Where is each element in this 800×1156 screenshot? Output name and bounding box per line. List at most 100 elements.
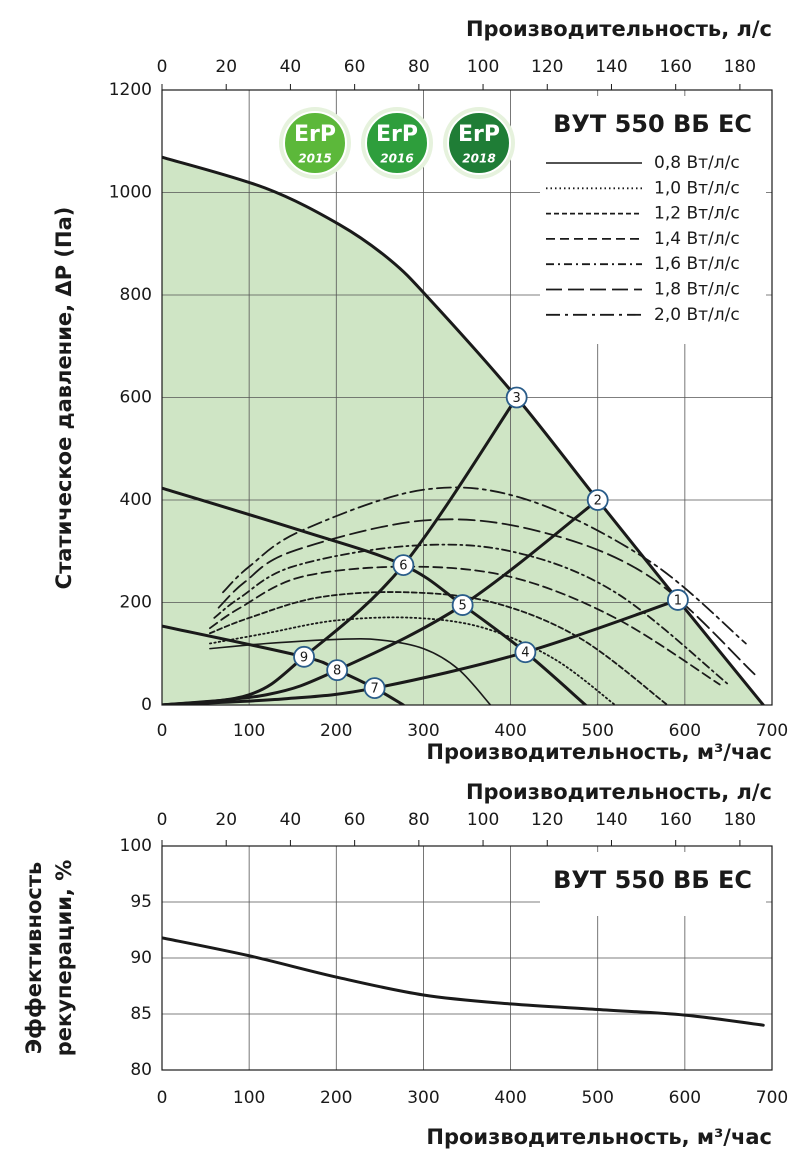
curve (209, 591, 669, 705)
curve (162, 936, 765, 1027)
curve (209, 638, 492, 705)
y-tick-label: 95 (130, 892, 152, 912)
y-tick-label: 90 (130, 948, 152, 968)
point-label: 8 (333, 664, 341, 679)
legend-label: 1,2 Вт/л/с (654, 204, 740, 224)
x2-tick-label: 40 (280, 810, 302, 830)
legend-label: 1,0 Вт/л/с (654, 178, 740, 198)
chart-title: ВУТ 550 ВБ ЕС (553, 866, 752, 894)
x-tick-label: 700 (756, 721, 788, 741)
operating-point (666, 589, 689, 611)
x-tick-label: 0 (157, 1088, 168, 1108)
curve (162, 155, 765, 705)
x-tick-label: 100 (233, 1088, 265, 1108)
curve (162, 498, 600, 705)
x2-tick-label: 60 (344, 810, 366, 830)
x-tick-label: 400 (494, 721, 526, 741)
x-axis-title: Производительность, м³/час (426, 1125, 772, 1149)
x-tick-label: 500 (581, 721, 613, 741)
y-tick-label: 1200 (109, 80, 152, 100)
x2-tick-label: 100 (467, 810, 499, 830)
operating-point (363, 677, 386, 699)
curve (222, 486, 747, 645)
point-label: 1 (674, 593, 682, 608)
y-axis-title: Статическое давление, ΔP (Па) (52, 207, 76, 590)
x2-tick-label: 120 (531, 810, 563, 830)
operating-point (505, 386, 528, 409)
y-tick-label: 0 (141, 695, 152, 715)
badge (283, 111, 347, 175)
legend-box (540, 96, 766, 344)
curve (217, 518, 756, 676)
badge-year: 2018 (462, 152, 495, 166)
point-label: 7 (370, 682, 378, 697)
legend-label: 2,0 Вт/л/с (654, 305, 740, 325)
operating-point (586, 489, 609, 511)
x2-axis-title: Производительность, л/с (466, 780, 772, 804)
x2-tick-label: 80 (408, 57, 430, 77)
x-tick-label: 200 (320, 721, 352, 741)
y-tick-label: 80 (130, 1060, 152, 1080)
x2-tick-label: 0 (157, 810, 168, 830)
operating-point (392, 554, 415, 576)
x-tick-label: 300 (407, 1088, 439, 1108)
x2-tick-label: 180 (724, 57, 756, 77)
x2-tick-label: 20 (215, 810, 237, 830)
x-tick-label: 200 (320, 1088, 352, 1108)
legend-label: 1,6 Вт/л/с (654, 254, 740, 274)
y-tick-label: 800 (120, 285, 152, 305)
x-axis-title: Производительность, м³/час (426, 740, 772, 764)
y-tick-label: 600 (120, 388, 152, 408)
x-tick-label: 0 (157, 721, 168, 741)
x-tick-label: 600 (669, 721, 701, 741)
plot-frame (161, 89, 773, 706)
point-label: 3 (513, 391, 521, 406)
x-tick-label: 100 (233, 721, 265, 741)
operating-point (293, 645, 315, 668)
operating-point (326, 659, 349, 682)
x2-tick-label: 0 (157, 57, 168, 77)
operating-point (451, 594, 474, 616)
x2-tick-label: 140 (595, 810, 627, 830)
curve (209, 616, 617, 705)
y-tick-label: 85 (130, 1004, 152, 1024)
curve (209, 565, 721, 686)
point-label: 2 (594, 494, 602, 509)
x2-tick-label: 80 (408, 810, 430, 830)
operating-point (514, 641, 537, 664)
x-tick-label: 600 (669, 1088, 701, 1108)
x2-tick-label: 180 (724, 810, 756, 830)
x2-tick-label: 20 (215, 57, 237, 77)
x-tick-label: 300 (407, 721, 439, 741)
y-tick-label: 400 (120, 490, 152, 510)
x-tick-label: 700 (756, 1088, 788, 1108)
x2-tick-label: 140 (595, 57, 627, 77)
x2-tick-label: 160 (659, 810, 691, 830)
badge (447, 111, 511, 175)
badge-year: 2016 (380, 152, 413, 166)
legend-label: 1,4 Вт/л/с (654, 229, 740, 249)
x2-tick-label: 160 (659, 57, 691, 77)
x2-tick-label: 60 (344, 57, 366, 77)
badge-year: 2015 (298, 152, 331, 166)
badge-label: ErP (376, 122, 418, 147)
x-tick-label: 400 (494, 1088, 526, 1108)
point-label: 6 (399, 559, 407, 574)
badge-label: ErP (294, 122, 336, 147)
x2-tick-label: 40 (280, 57, 302, 77)
y-tick-label: 200 (120, 593, 152, 613)
legend-box (540, 852, 766, 916)
point-label: 4 (521, 646, 529, 661)
chart-title: ВУТ 550 ВБ ЕС (553, 110, 752, 138)
badge-label: ErP (458, 122, 500, 147)
legend-label: 0,8 Вт/л/с (654, 153, 740, 173)
plot-frame (161, 845, 773, 1071)
x2-tick-label: 100 (467, 57, 499, 77)
y-tick-label: 100 (120, 836, 152, 856)
badge (365, 111, 429, 175)
curve (213, 543, 730, 686)
y-axis-title: Эффективность (22, 862, 46, 1055)
area-fill (162, 157, 764, 705)
